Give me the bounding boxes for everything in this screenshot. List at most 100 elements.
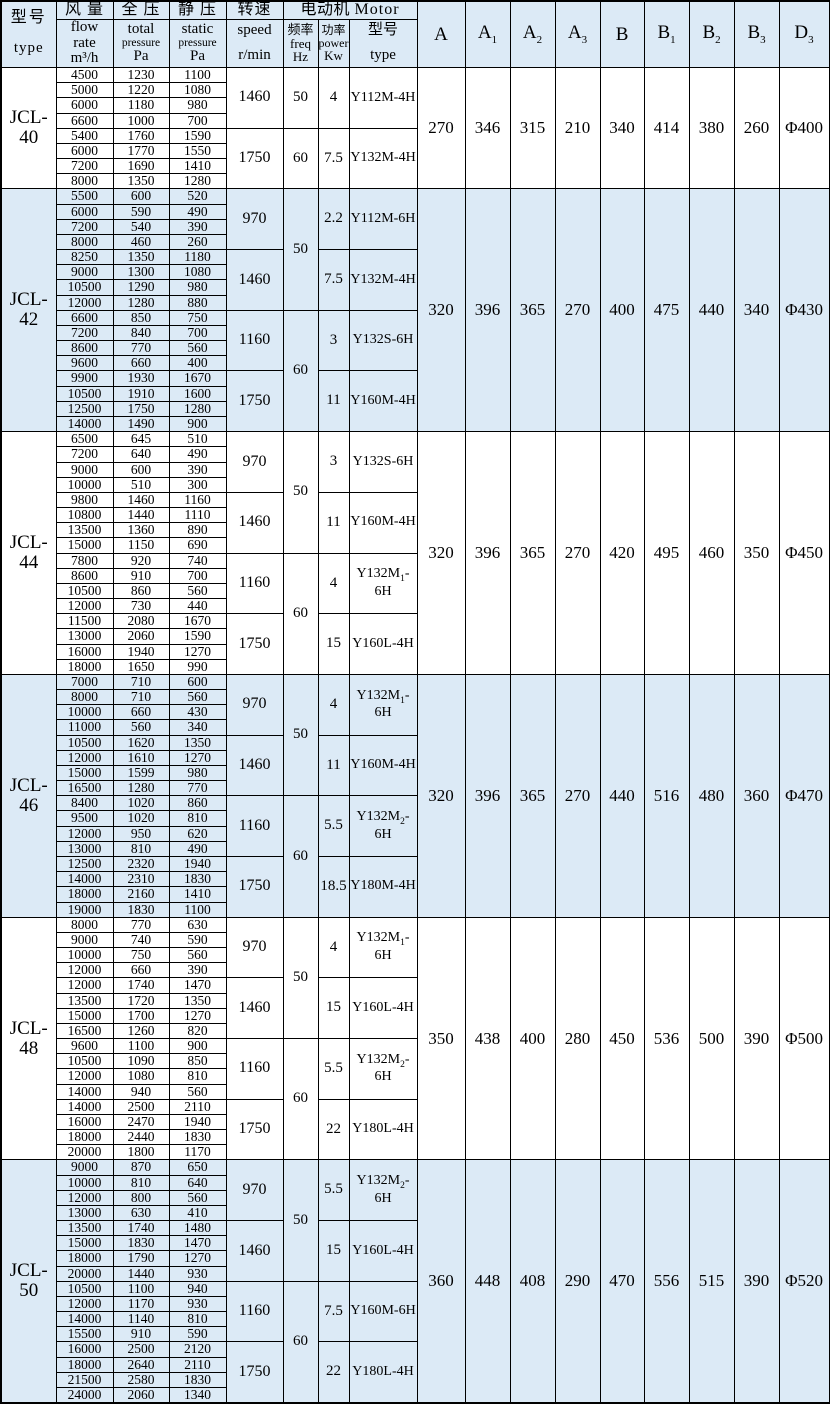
static-pressure-value: 1280 <box>168 400 227 418</box>
frequency-value: 60 <box>282 127 319 190</box>
dimension-D₃: Φ450 <box>778 431 830 675</box>
speed-value: 1160 <box>225 1280 284 1343</box>
model-type-JCL-46: JCL-46 <box>0 673 57 918</box>
static-pressure-value: 1270 <box>168 1250 227 1267</box>
static-pressure-value: 940 <box>168 1280 227 1297</box>
dimension-B₂: 500 <box>688 916 735 1161</box>
total-pressure-value: 810 <box>112 1174 170 1191</box>
dimension-B₁: 414 <box>643 67 690 190</box>
static-pressure-value: 1550 <box>168 142 227 160</box>
dimension-B: 450 <box>599 916 645 1161</box>
total-pressure-value: 1750 <box>112 400 170 418</box>
flow-rate-value: 9000 <box>55 264 114 281</box>
motor-type-value: Y132M1-6H <box>348 916 418 979</box>
flow-rate-value: 6600 <box>55 309 114 326</box>
total-pressure-value: 950 <box>112 825 170 842</box>
speed-value: 1460 <box>225 491 284 554</box>
frequency-value: 60 <box>282 1280 319 1404</box>
static-pressure-value: 390 <box>168 962 227 979</box>
header-dim-A3: A3 <box>554 0 601 69</box>
header-power-cn: 功率 <box>321 23 346 37</box>
table-row: 12000 730 440 <box>1 598 830 615</box>
table-row: 19000 1830 1100 <box>1 901 830 918</box>
header-power-unit: Kw <box>324 48 343 64</box>
header-speed-unit: r/min <box>238 46 271 63</box>
table-row: 7200 1690 1410 <box>1 158 830 175</box>
motor-type-value: Y160L-4H <box>348 1220 418 1282</box>
static-pressure-value: 1340 <box>168 1387 227 1404</box>
table-row: 8600 910 700 <box>1 567 830 584</box>
power-value: 2.2 <box>317 188 350 251</box>
flow-rate-value: 7200 <box>55 158 114 175</box>
header-static-unit: Pa <box>190 48 205 65</box>
power-value: 18.5 <box>317 855 350 918</box>
flow-rate-value: 12000 <box>55 294 114 311</box>
speed-value: 970 <box>225 916 284 979</box>
total-pressure-value: 1350 <box>112 249 170 266</box>
total-pressure-value: 1490 <box>112 415 170 433</box>
total-pressure-value: 810 <box>112 840 170 857</box>
table-row: JCL-44 6500 645 510 970 50 3 Y132S-6H 320 396 365 2… <box>0 431 830 675</box>
flow-rate-value: 12500 <box>55 400 114 418</box>
motor-type-value: Y132M1-6H <box>348 552 418 615</box>
speed-value: 1460 <box>225 1220 284 1282</box>
static-pressure-value: 590 <box>168 931 227 949</box>
table-row: 12000 660 390 <box>1 962 830 979</box>
total-pressure-value: 640 <box>112 446 170 463</box>
flow-rate-value: 16000 <box>55 1341 114 1358</box>
table-row: 16000 2470 1940 <box>1 1113 830 1131</box>
header-total-cn: 全 压 <box>112 0 170 20</box>
total-pressure-value: 1220 <box>112 82 170 99</box>
table-row: 8400 1020 860 1160 60 5.5 Y132M2-6H <box>1 795 830 918</box>
total-pressure-value: 1790 <box>112 1250 170 1267</box>
header-motor-cn: 电动机 <box>300 1 351 18</box>
table-row: 7800 920 740 1160 60 4 Y132M1-6H <box>1 552 830 675</box>
total-pressure-value: 1740 <box>112 977 170 994</box>
total-pressure-value: 645 <box>112 431 170 448</box>
table-body: JCL-40 4500 1230 1100 1460 50 4 Y112M-4H 270 346 3… <box>0 67 830 1404</box>
motor-type-value: Y160M-4H <box>348 491 418 554</box>
static-pressure-value: 510 <box>168 431 227 448</box>
flow-rate-value: 10000 <box>55 476 114 493</box>
header-flow-en-1: flow <box>70 18 99 35</box>
dimension-A: 270 <box>416 67 466 190</box>
motor-type-value: Y160M-6H <box>348 1280 418 1343</box>
table-row: 10500 1290 980 <box>1 279 830 296</box>
flow-rate-value: 12500 <box>55 855 114 873</box>
flow-rate-value: 9000 <box>55 1159 114 1176</box>
header-static-en: static pressure Pa <box>168 18 227 69</box>
total-pressure-value: 1180 <box>112 97 170 114</box>
total-pressure-value: 1440 <box>112 507 170 524</box>
total-pressure-value: 770 <box>112 340 170 357</box>
table-row: 9800 1460 1160 1460 11 Y160M-4H <box>1 491 830 554</box>
header-speed-cn: 转速 <box>225 0 284 20</box>
dimension-A₁: 396 <box>464 431 511 675</box>
static-pressure-value: 1830 <box>168 871 227 888</box>
static-pressure-value: 820 <box>168 1022 227 1040</box>
header-motor-type-cn: 型号 <box>368 22 399 39</box>
header-freq-en: freq <box>290 35 311 51</box>
header-type-en: type <box>13 40 44 57</box>
total-pressure-value: 860 <box>112 582 170 600</box>
flow-rate-value: 10000 <box>55 1174 114 1191</box>
dimension-B₃: 260 <box>733 67 780 190</box>
dimension-A₂: 365 <box>509 188 556 433</box>
table-row: JCL-48 8000 770 630 970 50 4 Y132M1-6H 350 438 400… <box>0 916 830 1161</box>
static-pressure-value: 1590 <box>168 127 227 144</box>
total-pressure-value: 1150 <box>112 537 170 554</box>
flow-rate-value: 12000 <box>55 1068 114 1085</box>
static-pressure-value: 700 <box>168 324 227 342</box>
total-pressure-value: 1620 <box>112 734 170 751</box>
total-pressure-value: 660 <box>112 355 170 372</box>
table-row: 6600 850 750 1160 60 3 Y132S-6H <box>1 309 830 433</box>
flow-rate-value: 15000 <box>55 1007 114 1024</box>
flow-rate-value: 18000 <box>55 1356 114 1373</box>
total-pressure-value: 660 <box>112 704 170 721</box>
total-pressure-value: 910 <box>112 1326 170 1343</box>
static-pressure-value: 1410 <box>168 158 227 175</box>
total-pressure-value: 1440 <box>112 1265 170 1282</box>
flow-rate-value: 16500 <box>55 780 114 797</box>
flow-rate-value: 10800 <box>55 507 114 524</box>
static-pressure-value: 1470 <box>168 977 227 994</box>
table-row: 12000 1080 810 <box>1 1068 830 1085</box>
